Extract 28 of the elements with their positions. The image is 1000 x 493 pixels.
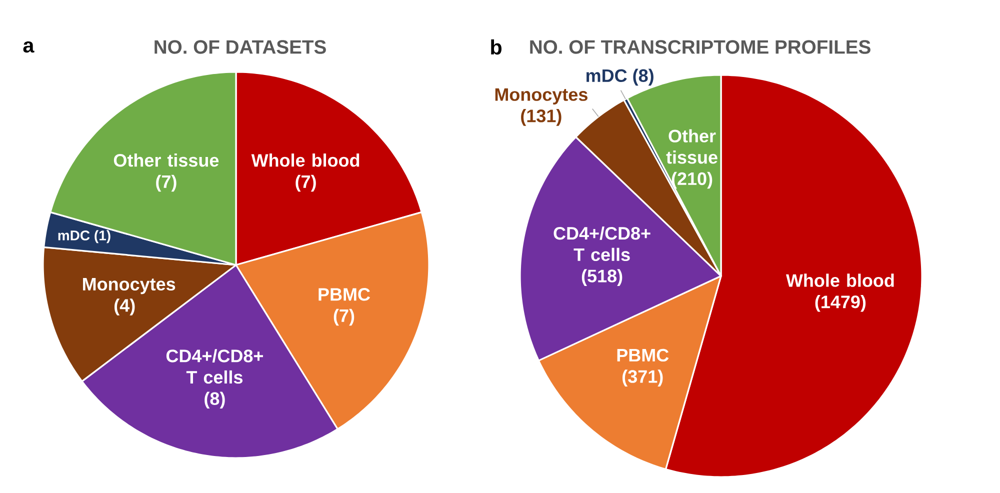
data-label: (7) bbox=[296, 174, 316, 192]
slice-label: Other tissue bbox=[114, 154, 219, 167]
data-label: (1) bbox=[94, 230, 110, 244]
data-label: (371) bbox=[622, 370, 663, 386]
slice-label: PBMC bbox=[318, 288, 370, 301]
slice-label: PBMC bbox=[617, 348, 669, 362]
data-label: (210) bbox=[672, 172, 712, 189]
data-label: (8) bbox=[204, 392, 225, 409]
slice-label: Whole blood bbox=[251, 154, 360, 167]
data-label: (4) bbox=[114, 298, 135, 316]
data-label: (1479) bbox=[815, 295, 866, 312]
slice-label: CD4+/CD8+ T cells bbox=[166, 349, 264, 384]
data-label: (131) bbox=[521, 109, 562, 126]
data-label: (7) bbox=[156, 174, 176, 192]
data-label: (8) bbox=[633, 68, 654, 86]
slice-label: Monocytes bbox=[495, 88, 588, 105]
text: b bbox=[491, 39, 502, 55]
chart-title: NO. OF TRANSCRIPTOME PROFILES bbox=[530, 40, 870, 54]
data-label: (518) bbox=[582, 269, 622, 286]
slice-label: CD4+/CD8+ T cells bbox=[554, 226, 650, 262]
slice-label: mDC bbox=[58, 230, 90, 240]
chart-title: NO. OF DATASETS bbox=[154, 40, 326, 54]
slice-label: Monocytes bbox=[83, 278, 176, 294]
text: a bbox=[23, 41, 34, 53]
data-label: (7) bbox=[334, 308, 354, 326]
slice-label: Whole blood bbox=[786, 274, 894, 287]
slice-label: Other tissue bbox=[666, 129, 718, 164]
slice-label: mDC bbox=[586, 69, 627, 82]
